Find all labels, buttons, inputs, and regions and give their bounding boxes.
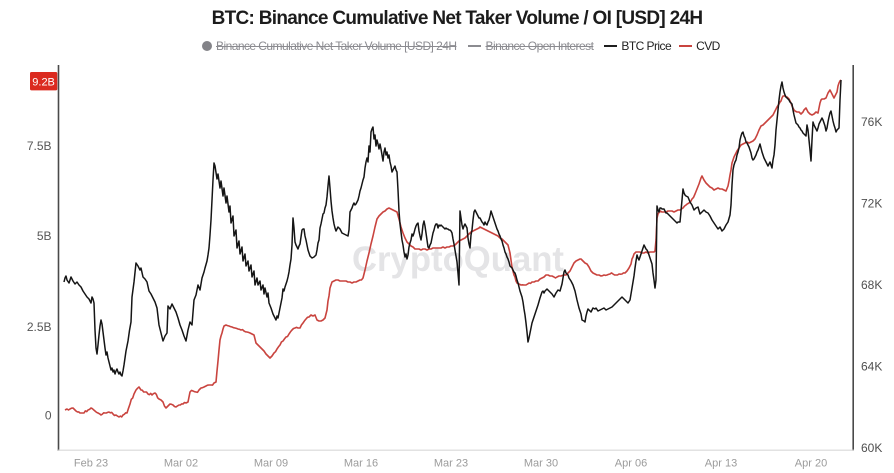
svg-text:72K: 72K xyxy=(861,197,882,211)
svg-text:2.5B: 2.5B xyxy=(27,320,52,334)
svg-text:64K: 64K xyxy=(861,360,882,374)
svg-text:Apr 13: Apr 13 xyxy=(705,458,737,470)
svg-text:60K: 60K xyxy=(861,441,882,455)
svg-text:Feb 23: Feb 23 xyxy=(74,458,108,470)
svg-text:7.5B: 7.5B xyxy=(27,139,52,153)
svg-text:9.2B: 9.2B xyxy=(32,77,55,89)
svg-text:76K: 76K xyxy=(861,115,882,129)
svg-text:68K: 68K xyxy=(861,278,882,292)
svg-text:Apr 06: Apr 06 xyxy=(615,458,647,470)
svg-text:Mar 16: Mar 16 xyxy=(344,458,378,470)
svg-text:0: 0 xyxy=(45,409,52,423)
svg-text:Apr 20: Apr 20 xyxy=(795,458,827,470)
svg-text:Mar 23: Mar 23 xyxy=(434,458,468,470)
svg-text:Mar 09: Mar 09 xyxy=(254,458,288,470)
svg-text:Mar 30: Mar 30 xyxy=(524,458,558,470)
svg-text:Mar 02: Mar 02 xyxy=(164,458,198,470)
svg-text:5B: 5B xyxy=(37,229,52,243)
